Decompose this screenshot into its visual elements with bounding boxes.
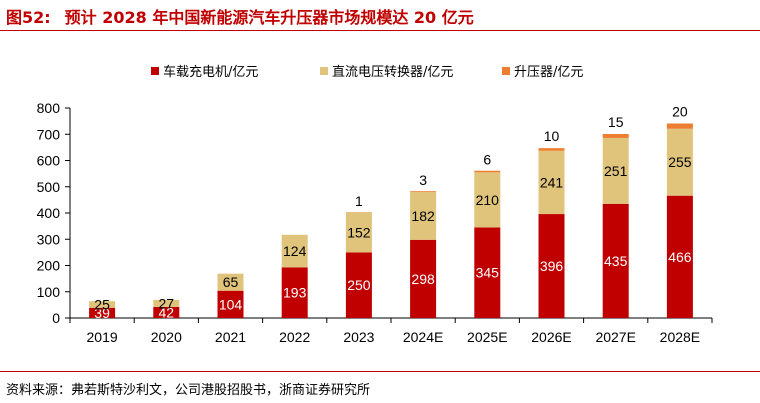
x-tick-label: 2022 <box>279 329 310 345</box>
data-label: 25 <box>94 296 110 312</box>
data-label: 251 <box>604 163 628 179</box>
stacked-bar-chart: 车载充电机/亿元 直流电压转换器/亿元 升压器/亿元 0 100 200 300 400 500… <box>37 64 713 345</box>
x-tick-label: 2021 <box>215 329 246 345</box>
data-label: 250 <box>347 277 371 293</box>
legend-label: 升压器/亿元 <box>514 65 583 80</box>
legend-swatch <box>320 67 328 75</box>
data-label: 466 <box>668 249 692 265</box>
data-label: 10 <box>544 128 560 144</box>
bar-segment <box>538 214 565 318</box>
legend-label: 车载充电机/亿元 <box>163 64 258 80</box>
bar-segment <box>666 195 693 318</box>
data-label: 396 <box>540 258 564 274</box>
x-tick-label: 2027E <box>595 329 635 345</box>
data-label: 6 <box>483 152 491 168</box>
data-label: 1 <box>355 193 363 209</box>
bar-segment <box>281 267 308 318</box>
y-tick-label: 500 <box>37 179 61 195</box>
bar-segment <box>345 212 372 253</box>
data-label: 39 <box>94 305 110 321</box>
bar-segment <box>153 306 180 318</box>
x-tick-label: 2028E <box>660 329 700 345</box>
bar-segment <box>666 128 693 196</box>
legend-swatch <box>502 67 510 75</box>
bar-segment <box>153 299 180 307</box>
source-note: 资料来源：弗若斯特沙利文，公司港股招股书，浙商证券研究所 <box>6 383 371 398</box>
data-label: 241 <box>540 174 564 190</box>
bar-segment <box>89 307 116 318</box>
data-label: 182 <box>411 208 435 224</box>
y-tick-label: 700 <box>37 126 61 142</box>
data-label: 104 <box>219 296 243 312</box>
title-rule <box>0 30 760 31</box>
data-label: 255 <box>668 154 692 170</box>
y-tick-label: 800 <box>37 100 61 116</box>
bar-segment <box>410 239 437 318</box>
y-tick-label: 0 <box>52 310 60 326</box>
bar-segment <box>602 137 629 204</box>
legend-swatch <box>151 67 159 75</box>
data-label: 124 <box>283 243 307 259</box>
data-label: 42 <box>159 304 175 320</box>
bar-segment <box>538 150 565 215</box>
data-label: 3 <box>419 172 427 188</box>
bar-segment <box>474 227 501 318</box>
bar-segment <box>666 123 693 129</box>
data-label: 345 <box>476 265 500 281</box>
x-tick-label: 2024E <box>403 329 443 345</box>
data-label: 210 <box>476 192 500 208</box>
bar-segment <box>345 252 372 318</box>
bar-segment <box>538 148 565 151</box>
y-tick-label: 300 <box>37 231 61 247</box>
source-rule <box>0 371 760 372</box>
bar-segment <box>89 301 116 308</box>
data-label: 435 <box>604 253 628 269</box>
bar-segment <box>602 133 629 138</box>
y-tick-label: 400 <box>37 205 61 221</box>
data-label: 27 <box>159 295 175 311</box>
bar-segment <box>281 234 308 268</box>
x-tick-label: 2023 <box>343 329 374 345</box>
data-label: 298 <box>411 271 435 287</box>
x-tick-label: 2026E <box>531 329 571 345</box>
figure-title-text: 预计 2028 年中国新能源汽车升压器市场规模达 20 亿元 <box>64 8 474 27</box>
legend-label: 直流电压转换器/亿元 <box>332 65 453 80</box>
data-label: 152 <box>347 224 371 240</box>
figure-number: 图52: <box>6 8 51 27</box>
x-tick-label: 2020 <box>151 329 182 345</box>
figure-title: 图52: 预计 2028 年中国新能源汽车升压器市场规模达 20 亿元 <box>6 4 474 28</box>
y-tick-label: 100 <box>37 284 61 300</box>
bar-segment <box>410 192 437 240</box>
data-label: 20 <box>672 103 688 119</box>
bar-segment <box>474 170 501 173</box>
bar-segment <box>602 203 629 318</box>
data-label: 15 <box>608 114 624 130</box>
data-label: 65 <box>223 274 239 290</box>
bar-segment <box>474 172 501 228</box>
data-label: 193 <box>283 285 307 301</box>
bar-segment <box>410 191 437 192</box>
y-tick-label: 600 <box>37 153 61 169</box>
bar-segment <box>217 273 244 291</box>
x-tick-label: 2025E <box>467 329 507 345</box>
x-tick-label: 2019 <box>87 329 118 345</box>
y-tick-label: 200 <box>37 258 61 274</box>
bar-segment <box>217 290 244 318</box>
